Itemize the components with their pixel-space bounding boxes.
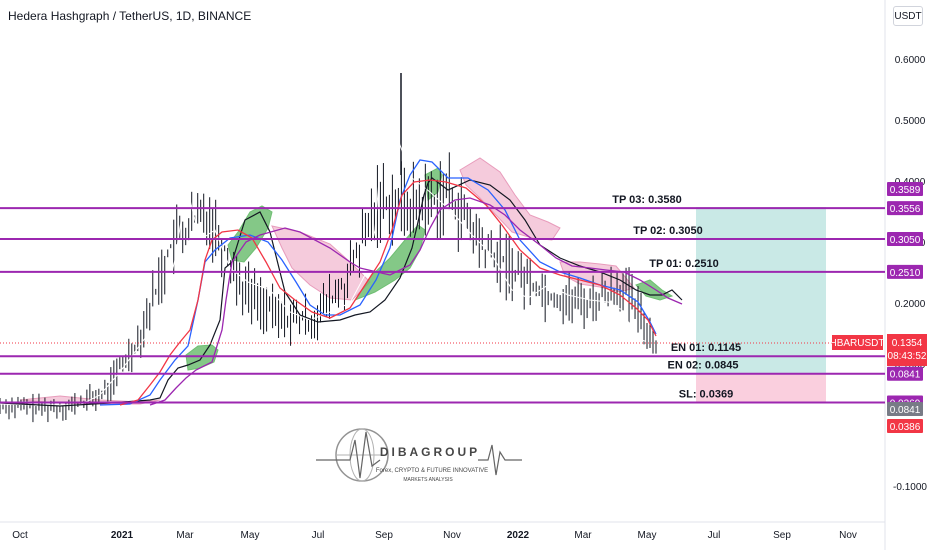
level-label: SL: 0.0369 [679,388,733,400]
current-price-box [887,334,927,366]
red-line [119,179,657,406]
x-tick-label: Oct [12,530,28,541]
y-tick-label: 0.5000 [895,116,926,127]
watermark-brand: DIBAGROUP [380,445,480,459]
level-label: TP 01: 0.2510 [649,258,719,270]
x-tick-label: Mar [574,530,592,541]
level-tag-bg [887,264,923,279]
axis-tag-value: 0.3589 [890,185,921,196]
level-label: EN 02: 0.0845 [668,360,739,372]
axis-tag-bg [887,182,923,196]
lagging-line [0,118,647,406]
level-label: TP 03: 0.3580 [612,194,682,206]
level-tag-value: 0.3050 [890,235,921,246]
x-tick-label: 2022 [507,530,530,541]
watermark-tagline: Forex, CRYPTO & FUTURE INNOVATIVE [376,468,488,474]
chart-title: Hedera Hashgraph / TetherUS, 1D, BINANCE [8,9,252,23]
y-tick-label: 0.6000 [895,55,926,66]
level-tag-bg [887,366,923,381]
purple-line [149,197,683,406]
ichimoku-cloud [19,157,674,405]
heartbeat-icon [316,431,381,479]
symbol-tag-text: HBARUSDT [829,338,884,349]
level-tag-value: 0.2510 [890,268,921,279]
y-tick-label: 0.2000 [895,299,926,310]
axis-tag-value: 0.0386 [890,422,921,433]
level-tag-value: 0.3556 [890,204,921,215]
currency-button[interactable]: USDT [893,6,923,26]
black-line [0,177,683,407]
x-tick-label: 2021 [111,530,134,541]
dibagroup-watermark: DIBAGROUP Forex, CRYPTO & FUTURE INNOVAT… [316,428,522,483]
x-tick-label: Nov [839,530,857,541]
x-tick-label: Nov [443,530,461,541]
countdown-value: 08:43:52 [888,351,927,362]
level-tag-bg [887,231,923,246]
target-zone [696,207,826,373]
current-price-value: 0.1354 [892,338,923,349]
x-tick-label: Jul [708,530,721,541]
x-tick-label: Sep [375,530,393,541]
axis-tag-bg [887,402,923,416]
symbol-tag-bg [832,335,883,350]
watermark-subtagline: MARKETS ANALYSIS [403,477,453,483]
current-price-tag: HBARUSDT 0.1354 08:43:52 [829,334,927,366]
axis-tag-bg [887,419,923,433]
level-label: TP 02: 0.3050 [633,225,703,237]
x-tick-label: Mar [176,530,194,541]
level-tag-value: 0.0841 [890,370,921,381]
x-tick-label: Jul [312,530,325,541]
x-tick-label: May [241,530,260,541]
x-tick-label: May [638,530,657,541]
y-tick-label: -0.1000 [893,482,927,493]
stop-zone [696,373,826,402]
time-axis: Oct 2021 Mar May Jul Sep Nov 2022 Mar May Jul Sep No… [12,530,857,541]
trade-levels: TP 03: 0.3580 TP 02: 0.3050 TP 01: 0.2510 E… [0,194,885,404]
level-tag-bg [887,201,923,216]
axis-tag-value: 0.0841 [890,405,921,416]
level-label: EN 01: 0.1145 [671,342,741,354]
x-tick-label: Sep [773,530,791,541]
